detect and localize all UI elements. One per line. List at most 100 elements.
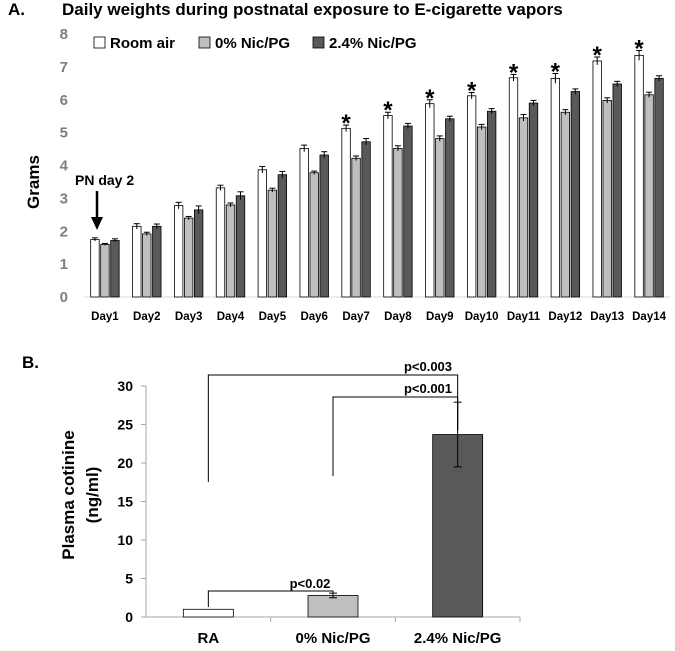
- panel-b-ytick-label: 0: [125, 609, 133, 625]
- panel-a-bar: [173, 205, 184, 298]
- panel-a-bar: [152, 225, 162, 298]
- panel-b-comparisons: p<0.003 p<0.001 p<0.02: [207, 359, 459, 607]
- significance-star: *: [467, 78, 477, 105]
- panel-a-ytick-label: 3: [60, 190, 68, 207]
- panel-a-ytick-label: 4: [60, 158, 69, 175]
- p-value-label: p<0.003: [404, 359, 452, 374]
- panel-a-bar: [361, 141, 371, 298]
- panel-a-xtick-label: Day2: [133, 311, 161, 323]
- panel-a-bar: [654, 77, 664, 298]
- panel-b-bars: [182, 401, 484, 618]
- panel-a-xtick-label: Day3: [175, 311, 203, 323]
- p-value-label: p<0.02: [290, 576, 331, 591]
- comparison-bracket: [207, 590, 334, 607]
- legend-swatch: [312, 36, 325, 49]
- panel-a-bars: * * * * * * * *: [90, 35, 664, 298]
- panel-a-bar: [309, 172, 319, 298]
- panel-a-bar: [518, 117, 529, 298]
- p-value-label: p<0.001: [404, 381, 452, 396]
- panel-a-ytick-label: 0: [60, 289, 68, 306]
- panel-b-xtick-label: RA: [197, 630, 219, 647]
- panel-a-bar: [508, 77, 519, 298]
- panel-a-bar: [403, 125, 413, 298]
- panel-b-ytick-label: 30: [117, 378, 133, 394]
- panel-a-ytick-label: 2: [60, 223, 68, 240]
- down-arrow-icon: [91, 191, 103, 230]
- panel-b-label: B.: [22, 353, 39, 372]
- panel-a-bar: [319, 154, 329, 298]
- panel-a-xtick-label: Day11: [507, 311, 541, 323]
- panel-b-ytick-label: 10: [117, 532, 133, 548]
- panel-a-legend: Room air 0% Nic/PG 2.4% Nic/PG: [93, 35, 417, 52]
- panel-a-ytick-label: 7: [60, 59, 68, 76]
- significance-star: *: [634, 35, 644, 62]
- significance-star: *: [593, 42, 603, 69]
- panel-a-xtick-label: Day12: [548, 311, 582, 323]
- panel-a-xtick-label: Day1: [91, 311, 119, 323]
- panel-a-bar: [486, 110, 497, 298]
- panel-a-xtick-label: Day9: [426, 311, 454, 323]
- panel-a-bar: [570, 91, 581, 298]
- panel-b-ytick-label: 5: [125, 571, 133, 587]
- panel-a-bar: [393, 148, 403, 298]
- panel-a-bar: [425, 103, 435, 298]
- legend-label: 2.4% Nic/PG: [329, 35, 417, 52]
- panel-a-bar: [341, 127, 351, 298]
- legend-label: 0% Nic/PG: [215, 35, 290, 52]
- panel-a-ylabel: Grams: [24, 155, 43, 209]
- panel-a-bar: [560, 111, 571, 298]
- panel-a-ytick-label: 6: [60, 92, 68, 109]
- panel-b-axes: 0 5 10 15 20 25 30 RA 0% Nic/PG 2.4% Nic/PG: [117, 378, 521, 647]
- legend-swatch: [93, 36, 106, 49]
- panel-a-xtick-label: Day8: [384, 311, 412, 323]
- significance-star: *: [341, 110, 351, 137]
- legend-swatch: [198, 36, 211, 49]
- panel-b-ytick-label: 20: [117, 455, 133, 471]
- panel-a-bar: [592, 60, 602, 298]
- significance-star: *: [425, 85, 435, 112]
- panel-a-xtick-label: Day13: [590, 311, 624, 323]
- panel-a-bar: [267, 189, 278, 298]
- panel-a-bar: [351, 157, 361, 298]
- panel-b-xtick-label: 0% Nic/PG: [295, 630, 370, 647]
- panel-a-bar: [215, 187, 226, 298]
- panel-b-bar: [182, 608, 234, 618]
- panel-a-bar: [476, 126, 487, 298]
- panel-a-bar: [602, 100, 612, 298]
- panel-a-xtick-label: Day7: [342, 311, 370, 323]
- panel-a-xtick-label: Day4: [217, 311, 245, 323]
- panel-a-bar: [235, 195, 246, 298]
- panel-a-ytick-label: 1: [60, 256, 68, 273]
- panel-a-bar: [193, 209, 204, 298]
- significance-star: *: [383, 97, 393, 124]
- panel-a-bar: [110, 240, 120, 298]
- panel-a-bar: [528, 102, 539, 298]
- panel-a-bar: [634, 54, 644, 298]
- panel-a-bar: [550, 77, 561, 298]
- panel-a-bar: [90, 239, 100, 298]
- panel-a-bar: [435, 138, 445, 298]
- panel-a-axes: 0 1 2 3 4 5 6 7 8 Day1 Day2 Day3 Day4 Day5 Day6 Day7 Day…: [60, 26, 670, 323]
- panel-b-ylabel-line2: (ng/ml): [83, 467, 102, 524]
- panel-a-xtick-label: Day10: [465, 311, 499, 323]
- panel-a-bar: [142, 233, 152, 298]
- panel-a-label: A.: [8, 0, 25, 19]
- significance-star: *: [509, 59, 519, 86]
- panel-a-title: Daily weights during postnatal exposure …: [62, 0, 563, 19]
- panel-a-bar: [183, 217, 194, 298]
- panel-b-xtick-label: 2.4% Nic/PG: [414, 630, 502, 647]
- panel-a-xtick-label: Day5: [259, 311, 287, 323]
- comparison-bracket: [332, 396, 459, 476]
- pn-day2-annotation: PN day 2: [75, 172, 134, 188]
- panel-b-bar: [307, 595, 359, 618]
- panel-a-xtick-label: Day14: [632, 311, 666, 323]
- panel-a-bar: [257, 169, 268, 298]
- panel-a-bar: [445, 118, 455, 298]
- panel-a-bar: [100, 243, 110, 298]
- panel-a-bar: [225, 204, 236, 298]
- significance-star: *: [551, 58, 561, 85]
- panel-b-ylabel-line1: Plasma cotinine: [59, 430, 78, 559]
- panel-a-xtick-label: Day6: [300, 311, 328, 323]
- panel-b-ytick-label: 15: [117, 494, 133, 510]
